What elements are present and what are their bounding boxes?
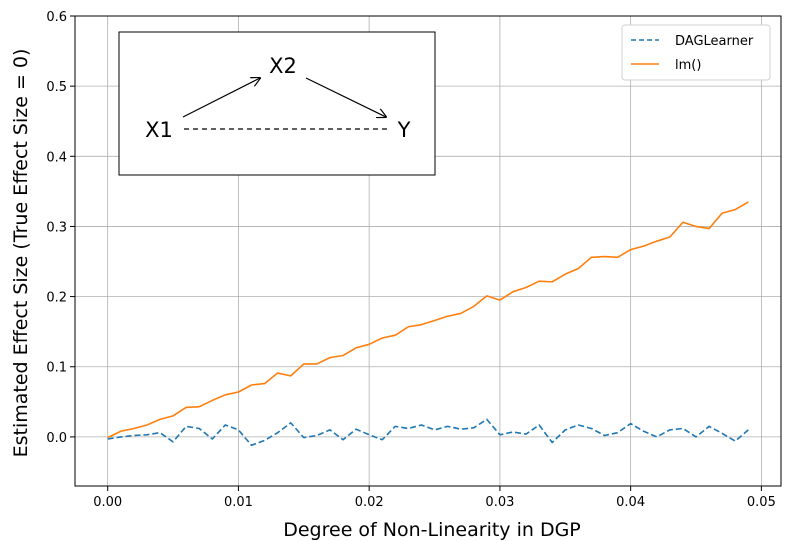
series-line-lm — [107, 201, 749, 439]
series-layer — [107, 201, 749, 447]
y-tick-label: 0.1 — [46, 361, 67, 376]
legend-box — [621, 24, 771, 81]
x-axis-title: Degree of Non-Linearity in DGP — [283, 519, 581, 541]
x-tick-label: 0.05 — [747, 495, 776, 510]
inset-arrow-x1-x2 — [182, 78, 260, 118]
inset-arrow-x2-y — [305, 77, 386, 117]
inset-box — [118, 31, 436, 176]
y-tick-label: 0.3 — [46, 220, 67, 235]
ticks: 0.00 0.01 0.02 0.03 0.04 0.05 0.0 0.1 0.2 0.3 0.4 0… — [46, 10, 776, 510]
legend: DAGLearner lm() — [621, 24, 771, 81]
x-tick-label: 0.02 — [355, 495, 384, 510]
legend-label-lm: lm() — [675, 58, 701, 73]
y-tick-label: 0.6 — [46, 10, 67, 25]
y-axis-title: Estimated Effect Size (True Effect Size … — [10, 49, 32, 458]
x-tick-label: 0.04 — [616, 495, 645, 510]
legend-label-daglearner: DAGLearner — [675, 34, 754, 49]
x-tick-label: 0.00 — [93, 495, 122, 510]
y-tick-label: 0.4 — [46, 150, 67, 165]
y-tick-label: 0.2 — [46, 291, 67, 306]
y-tick-label: 0.0 — [46, 431, 67, 446]
y-tick-label: 0.5 — [46, 80, 67, 95]
inset-node-y: Y — [397, 118, 411, 142]
x-tick-label: 0.03 — [485, 495, 514, 510]
inset-node-x1: X1 — [145, 118, 173, 142]
plot-frame — [74, 15, 782, 487]
x-tick-label: 0.01 — [224, 495, 253, 510]
inset-node-x2: X2 — [269, 54, 297, 78]
inset-dag: X2 X1 Y — [118, 31, 436, 176]
series-line-daglearner — [107, 418, 749, 447]
